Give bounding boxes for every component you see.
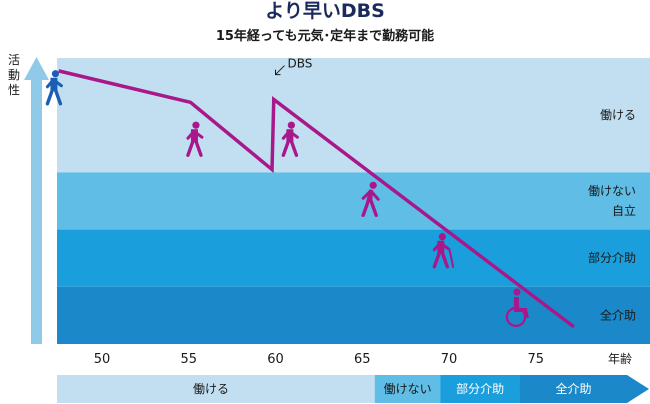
figure-arm — [186, 129, 196, 140]
figure-arm — [192, 129, 204, 139]
figure-leg — [186, 139, 195, 157]
y-axis-label-char: 活 — [8, 53, 20, 67]
x-tick-label: 65 — [354, 352, 371, 367]
stage-segment-0 — [57, 375, 376, 403]
figure-arm — [369, 189, 380, 201]
stage-label: 働けない — [384, 382, 432, 396]
stage-bar: 働ける 働けない 部分介助 全介助 — [57, 375, 649, 403]
band-label-line: 自立 — [612, 203, 636, 218]
y-axis-label: 活動性 — [8, 53, 20, 97]
stage-label: 全介助 — [555, 381, 591, 396]
figure-leg — [281, 139, 291, 157]
stage-segment-2 — [440, 375, 521, 403]
figure-head — [438, 233, 446, 241]
stage-segment-1 — [374, 375, 441, 403]
figure-leg — [440, 251, 450, 269]
annotation-label: DBS — [288, 57, 313, 71]
series-line-0 — [58, 69, 575, 329]
stooped-walking-person-icon — [361, 181, 380, 217]
x-tick-label: 50 — [94, 352, 111, 367]
band-label-line: 働けない — [588, 184, 636, 198]
y-axis-arrow — [24, 57, 49, 344]
x-tick-label: 75 — [527, 352, 544, 367]
figures — [45, 70, 529, 328]
figure-leg — [53, 88, 63, 106]
y-axis-label-char: 動 — [8, 68, 20, 82]
figure-arm — [438, 241, 450, 251]
band-3 — [57, 286, 650, 344]
wheelchair-icon — [505, 288, 529, 328]
walking-person-icon — [186, 121, 204, 157]
figure-arm — [432, 241, 442, 252]
band-label: 働ける — [600, 108, 636, 122]
figure-leg — [289, 139, 299, 157]
figure-leg — [45, 88, 55, 106]
figure-arm — [51, 78, 63, 88]
band-label: 全介助 — [600, 307, 636, 322]
person-with-cane-icon — [432, 233, 455, 269]
x-axis-ticks: 50 55 60 65 70 75 — [94, 352, 544, 367]
x-tick-label: 70 — [441, 352, 458, 367]
dbs-annotation: DBS — [275, 57, 313, 76]
band-label: 部分介助 — [588, 250, 636, 265]
band-1 — [57, 172, 650, 230]
figure-leg — [361, 199, 370, 217]
x-tick-label: 55 — [180, 352, 197, 367]
figure-arm — [281, 129, 291, 140]
stage-segment-3 — [519, 375, 649, 403]
figure-body — [513, 296, 529, 318]
x-tick-label: 60 — [267, 352, 284, 367]
figure-head — [287, 121, 295, 129]
band-2 — [57, 229, 650, 287]
figure-leg — [432, 251, 442, 269]
walking-person-icon — [281, 121, 299, 157]
series — [58, 69, 575, 329]
x-axis-unit: 年齢 — [608, 351, 632, 366]
activity-bands — [57, 58, 650, 344]
band-label-line: 部分介助 — [588, 250, 636, 265]
chart-subtitle: 15年経っても元気･定年まで勤務可能 — [216, 28, 434, 44]
figure-head — [192, 121, 200, 129]
band-label-line: 働ける — [600, 108, 636, 122]
band-label: 働けない自立 — [588, 184, 636, 218]
figure-arm — [45, 78, 55, 89]
figure-leg — [194, 139, 203, 157]
walking-person-icon — [45, 70, 63, 106]
stage-label: 働ける — [193, 382, 229, 396]
figure-leg — [369, 199, 378, 217]
figure-arm — [361, 189, 372, 200]
annotation-arrow — [275, 65, 285, 75]
cane — [448, 248, 455, 268]
stage-label: 部分介助 — [456, 381, 504, 396]
chart-title: より早いDBS — [265, 0, 385, 22]
wheel — [505, 306, 527, 328]
figure-head — [369, 181, 377, 189]
band-label-line: 全介助 — [600, 307, 636, 322]
band-0 — [57, 58, 650, 173]
figure-head — [51, 70, 60, 78]
y-axis-label-char: 性 — [8, 83, 20, 97]
figure-arm — [287, 129, 299, 139]
figure-head — [513, 288, 521, 296]
annotation-arrowhead — [275, 69, 281, 76]
